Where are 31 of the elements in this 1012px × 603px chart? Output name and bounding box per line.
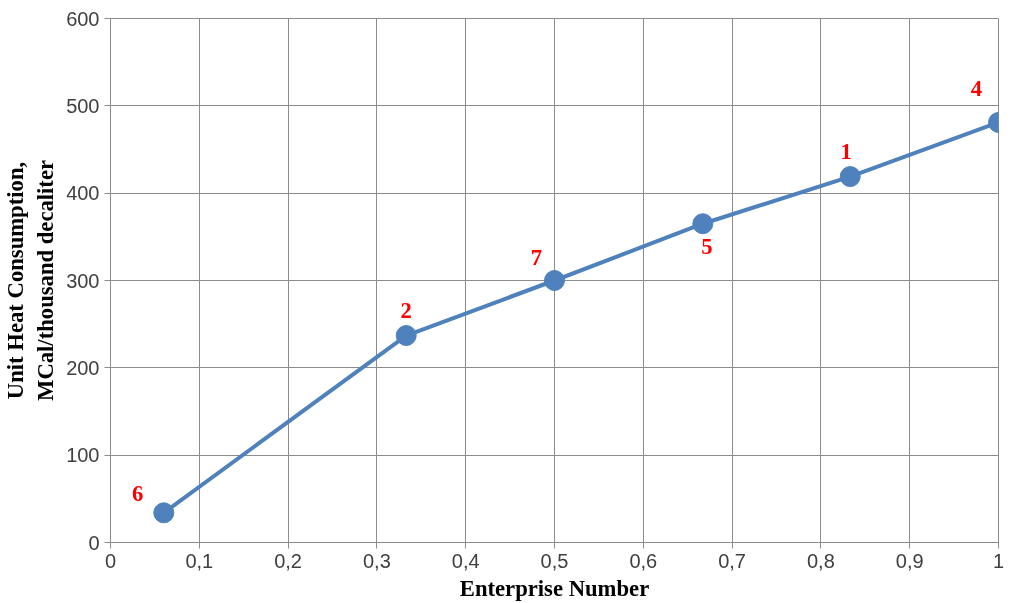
annotation: 1 (840, 138, 852, 164)
y-tick-label: 0 (88, 531, 100, 554)
y-axis-title: Unit Heat Consumption, MCal/thousand decaliter (3, 159, 59, 402)
y-tick-label: 600 (66, 7, 100, 30)
x-tick-label: 0,2 (274, 549, 303, 572)
point (395, 325, 417, 346)
x-tick-label: 0 (104, 549, 117, 572)
x-tick-label: 0,8 (807, 549, 835, 572)
y-tick-label: 400 (66, 182, 100, 205)
x-tick-label: 0,9 (895, 549, 924, 572)
x-tick-label: 0,5 (540, 549, 569, 572)
x-tick-label: 0,7 (718, 549, 747, 572)
annotation: 4 (970, 76, 983, 102)
y-tick-label: 300 (66, 269, 100, 292)
annotation: 7 (530, 244, 543, 270)
x-axis-title: Enterprise Number (459, 575, 650, 601)
point (544, 270, 565, 291)
x-tick-label: 1 (992, 549, 1005, 572)
annotation: 5 (701, 233, 713, 259)
y-tick-label: 200 (66, 356, 100, 379)
annotation: 2 (400, 297, 412, 323)
point (692, 213, 714, 235)
annotation: 6 (132, 480, 144, 506)
x-tick-label: 0,6 (629, 549, 658, 572)
point (839, 166, 861, 188)
x-tick-label: 0,3 (363, 549, 391, 572)
y-tick-label: 100 (66, 444, 100, 467)
x-tick-label: 0,4 (451, 549, 480, 572)
x-tick-label: 0,1 (185, 549, 214, 572)
point (153, 502, 175, 524)
y-tick-label: 500 (66, 94, 100, 117)
